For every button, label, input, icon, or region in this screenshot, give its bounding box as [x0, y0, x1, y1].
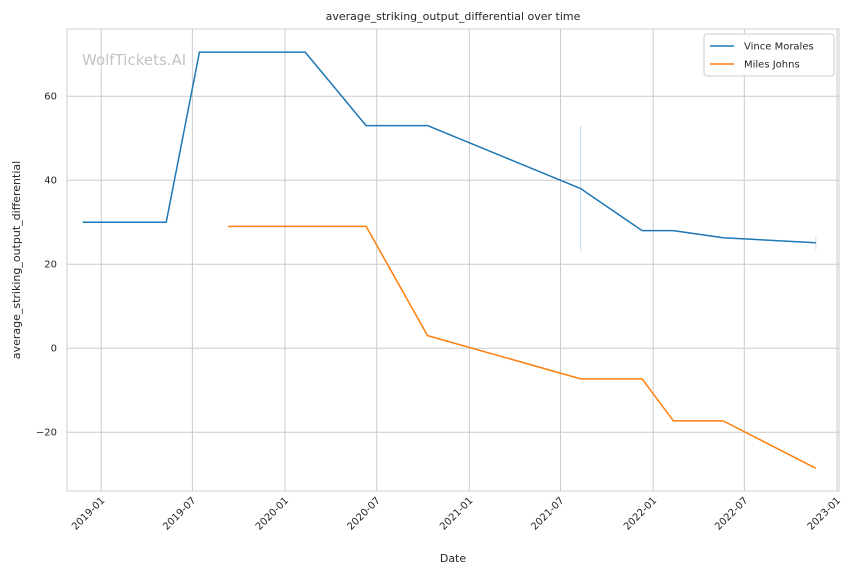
legend-label: Vince Morales: [744, 42, 814, 53]
y-tick-label: 60: [44, 92, 57, 103]
grid: [67, 29, 839, 491]
x-tick-label: 2022-01: [622, 495, 659, 532]
x-tick-label: 2019-01: [70, 495, 107, 532]
x-axis-label: Date: [440, 552, 467, 565]
series-line: [228, 225, 817, 469]
y-tick-label: 20: [44, 260, 57, 271]
x-tick-label: 2023-01: [806, 495, 843, 532]
x-tick-label: 2022-07: [713, 495, 750, 532]
plot-frame: [66, 28, 840, 492]
y-axis-ticks: −20 0 20 40 60: [36, 92, 57, 439]
watermark: WolfTickets.AI: [82, 51, 186, 69]
series-line: [82, 51, 816, 244]
y-tick-label: −20: [36, 428, 57, 439]
plot-background: [67, 29, 839, 491]
series-2: [228, 225, 817, 469]
x-axis-ticks: 2019-01 2019-07 2020-01 2020-07 2021-01 2021-…: [70, 495, 843, 532]
legend-label: Miles Johns: [744, 60, 800, 71]
x-tick-label: 2021-07: [529, 495, 566, 532]
x-tick-label: 2020-01: [254, 495, 291, 532]
y-tick-label: 0: [51, 344, 57, 355]
y-axis-label: average_striking_output_differential: [10, 161, 23, 359]
series-layer: [82, 51, 817, 469]
x-tick-label: 2020-07: [345, 495, 382, 532]
chart-title: average_striking_output_differential ove…: [326, 10, 581, 23]
series-1: [82, 51, 817, 252]
x-tick-label: 2021-01: [438, 495, 475, 532]
y-tick-label: 40: [44, 176, 57, 187]
legend-box: [703, 33, 835, 77]
x-tick-label: 2019-07: [161, 495, 198, 532]
legend: Vince Morales Miles Johns: [703, 33, 835, 77]
